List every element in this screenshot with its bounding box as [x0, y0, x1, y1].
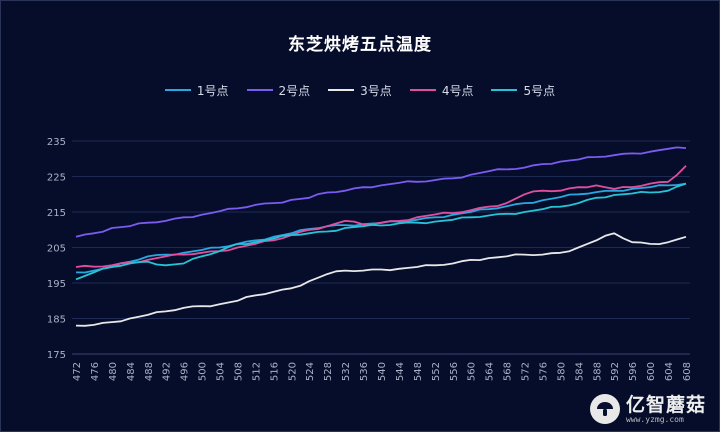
chart-title: 东芝烘烤五点温度 [288, 35, 432, 55]
x-tick-label: 560 [467, 362, 478, 381]
legend-swatch [246, 89, 273, 91]
series-line-5 [75, 182, 687, 281]
y-tick-label: 175 [47, 350, 66, 361]
y-tick-label: 235 [47, 137, 66, 148]
legend-label: 4号点 [441, 83, 474, 98]
x-tick-label: 516 [269, 362, 280, 381]
x-tick-label: 572 [521, 362, 532, 381]
x-tick-label: 496 [180, 362, 191, 381]
x-tick-label: 480 [108, 362, 119, 381]
x-tick-label: 512 [251, 362, 262, 381]
x-tick-label: 584 [574, 362, 585, 381]
legend-label: 5号点 [523, 83, 556, 98]
x-tick-label: 488 [144, 362, 155, 381]
watermark-logo: 亿智蘑菇 www.yzmg.com [589, 394, 706, 424]
x-tick-label: 608 [682, 362, 693, 381]
legend-swatch [328, 89, 355, 91]
y-tick-label: 185 [47, 315, 66, 326]
x-tick-label: 548 [413, 362, 424, 381]
legend-item-4[interactable]: 4号点 [409, 80, 474, 100]
legend-item-3[interactable]: 3号点 [328, 80, 392, 100]
x-tick-label: 472 [72, 362, 83, 381]
x-tick-label: 568 [503, 362, 514, 381]
x-tick-label: 604 [664, 362, 675, 381]
x-tick-label: 500 [198, 362, 209, 381]
chart-legend: 1号点 2号点 3号点 4号点 5号点 [0, 80, 720, 100]
x-tick-label: 592 [610, 362, 621, 381]
x-tick-label: 552 [431, 362, 442, 381]
legend-swatch [164, 89, 191, 91]
legend-item-5[interactable]: 5号点 [491, 80, 555, 100]
mushroom-logo-icon [589, 394, 620, 424]
x-tick-label: 492 [162, 362, 173, 381]
y-tick-label: 225 [47, 173, 66, 184]
x-tick-label: 524 [305, 362, 316, 381]
x-tick-label: 504 [216, 362, 227, 381]
x-tick-label: 580 [556, 362, 567, 381]
x-tick-label: 556 [449, 362, 460, 381]
legend-label: 1号点 [196, 83, 229, 98]
x-tick-label: 544 [395, 362, 406, 381]
x-tick-label: 484 [126, 362, 137, 381]
legend-item-1[interactable]: 1号点 [164, 80, 229, 100]
legend-item-2[interactable]: 2号点 [246, 80, 311, 100]
x-tick-label: 508 [233, 362, 244, 381]
legend-swatch [409, 89, 436, 91]
x-tick-label: 588 [592, 362, 603, 381]
x-tick-label: 540 [377, 362, 388, 381]
x-tick-label: 532 [341, 362, 352, 381]
series-line-2 [75, 146, 687, 238]
x-tick-label: 596 [628, 362, 639, 381]
x-tick-label: 564 [485, 362, 496, 381]
x-tick-label: 520 [287, 362, 298, 381]
x-tick-label: 576 [538, 362, 549, 381]
y-tick-label: 195 [47, 279, 66, 290]
legend-swatch [491, 89, 518, 91]
x-tick-label: 536 [359, 362, 370, 381]
series-line-3 [75, 232, 687, 327]
y-tick-label: 215 [47, 208, 66, 219]
y-tick-label: 205 [47, 244, 66, 255]
x-tick-label: 528 [323, 362, 334, 381]
series-line-4 [75, 165, 687, 268]
x-tick-label: 476 [90, 362, 101, 381]
legend-label: 2号点 [278, 83, 311, 98]
x-tick-label: 600 [646, 362, 657, 381]
series-line-1 [75, 182, 687, 274]
legend-label: 3号点 [360, 83, 392, 98]
